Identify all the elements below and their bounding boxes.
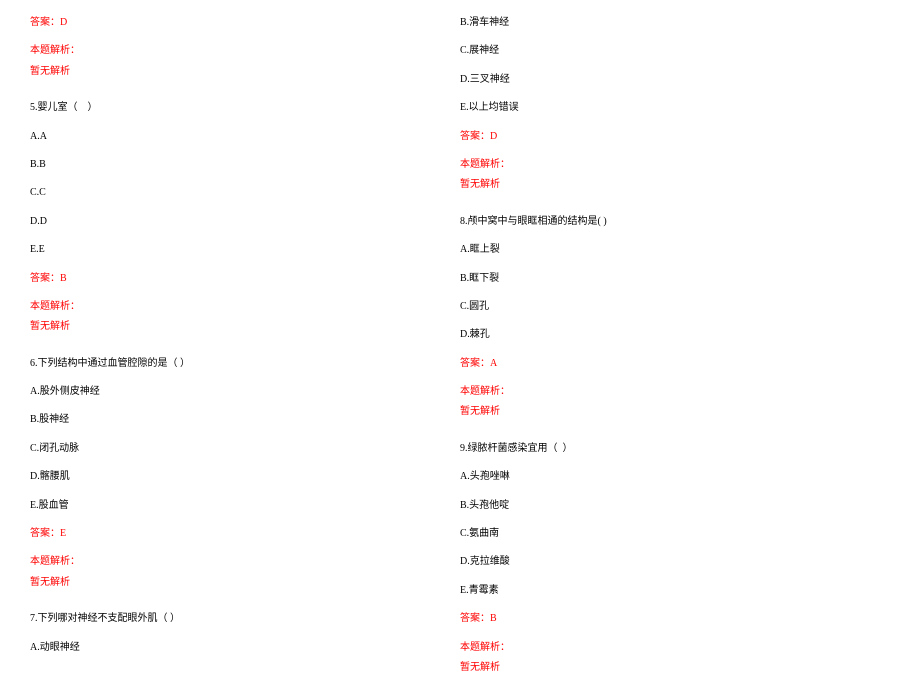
option-a: A.动眼神经: [30, 643, 460, 653]
option-e: E.青霉素: [460, 586, 890, 596]
exam-page: 答案：D 本题解析： 暂无解析 5.婴儿室（ ） A.A B.B C.C D.D…: [0, 0, 920, 683]
explain-text: 暂无解析: [460, 180, 890, 190]
option-a: A.眶上裂: [460, 245, 890, 255]
option-a: A.股外侧皮神经: [30, 387, 460, 397]
explain-text: 暂无解析: [460, 407, 890, 417]
explain-label: 本题解析：: [30, 557, 460, 567]
option-c: C.C: [30, 188, 460, 198]
option-a: A.A: [30, 132, 460, 142]
question-stem: 8.颅中窝中与眼眶相通的结构是( ): [460, 217, 890, 227]
option-c: C.展神经: [460, 46, 890, 56]
answer-text: 答案：E: [30, 529, 460, 539]
option-b: B.眶下裂: [460, 274, 890, 284]
option-e: E.E: [30, 245, 460, 255]
explain-text: 暂无解析: [30, 322, 460, 332]
explain-label: 本题解析：: [460, 387, 890, 397]
column-left: 答案：D 本题解析： 暂无解析 5.婴儿室（ ） A.A B.B C.C D.D…: [30, 18, 460, 683]
option-d: D.D: [30, 217, 460, 227]
answer-text: 答案：B: [460, 614, 890, 624]
question-stem: 6.下列结构中通过血管腔隙的是（ ）: [30, 359, 460, 369]
explain-label: 本题解析：: [30, 302, 460, 312]
explain-text: 暂无解析: [30, 578, 460, 588]
question-stem: 7.下列哪对神经不支配眼外肌（ ）: [30, 614, 460, 624]
option-d: D.克拉维酸: [460, 557, 890, 567]
column-right: B.滑车神经 C.展神经 D.三叉神经 E.以上均错误 答案：D 本题解析： 暂…: [460, 18, 890, 683]
explain-label: 本题解析：: [460, 160, 890, 170]
option-d: D.髂腰肌: [30, 472, 460, 482]
explain-text: 暂无解析: [460, 663, 890, 673]
answer-text: 答案：D: [460, 132, 890, 142]
option-c: C.氨曲南: [460, 529, 890, 539]
explain-label: 本题解析：: [460, 643, 890, 653]
option-c: C.闭孔动脉: [30, 444, 460, 454]
option-e: E.股血管: [30, 501, 460, 511]
option-b: B.头孢他啶: [460, 501, 890, 511]
explain-label: 本题解析：: [30, 46, 460, 56]
question-stem: 9.绿脓杆菌感染宜用（ ）: [460, 444, 890, 454]
answer-text: 答案：B: [30, 274, 460, 284]
option-b: B.股神经: [30, 415, 460, 425]
explain-text: 暂无解析: [30, 67, 460, 77]
question-stem: 5.婴儿室（ ）: [30, 103, 460, 113]
option-a: A.头孢唑啉: [460, 472, 890, 482]
option-d: D.三叉神经: [460, 75, 890, 85]
option-b: B.滑车神经: [460, 18, 890, 28]
option-c: C.圆孔: [460, 302, 890, 312]
option-b: B.B: [30, 160, 460, 170]
option-d: D.棘孔: [460, 330, 890, 340]
answer-text: 答案：A: [460, 359, 890, 369]
answer-text: 答案：D: [30, 18, 460, 28]
option-e: E.以上均错误: [460, 103, 890, 113]
